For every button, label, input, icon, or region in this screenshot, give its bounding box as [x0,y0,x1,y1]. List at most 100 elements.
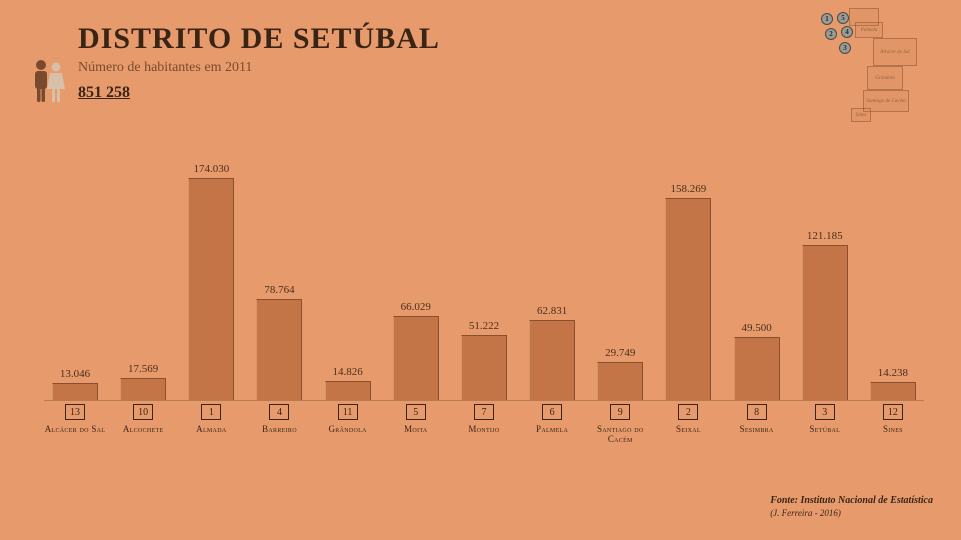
rank-badge: 12 [883,404,903,420]
bar-value-label: 17.569 [128,363,158,375]
bar-col: 51.222 [453,320,515,400]
bar-value-label: 29.749 [605,347,635,359]
minimap-region: Sines [851,108,871,122]
bar-col: 158.269 [657,183,719,400]
rank-box: 13 [44,404,106,420]
rank-row: 13 10 1 4 11 5 7 6 9 2 8 3 12 [44,404,924,420]
bar-label: Alcácer do Sal [44,424,106,445]
bar [734,337,780,400]
rank-badge: 6 [542,404,562,420]
people-icon [30,58,68,109]
district-minimap: PalmelaAlcácer do SalGrândolaSantiago do… [811,8,951,128]
bar-label: Barreiro [248,424,310,445]
bar-col: 49.500 [726,322,788,400]
bar-label: Sesimbra [726,424,788,445]
chart-baseline [44,400,924,401]
bar-value-label: 158.269 [671,183,707,195]
minimap-region: Palmela [855,22,883,38]
bar [870,382,916,400]
minimap-dot: 3 [839,42,851,54]
minimap-dot: 1 [821,13,833,25]
subtitle: Número de habitantes em 2011 [78,60,440,76]
bar-col: 14.238 [862,367,924,400]
minimap-region: Grândola [867,66,903,90]
bar-col: 29.749 [589,347,651,400]
bar-value-label: 174.030 [193,163,229,175]
rank-badge: 7 [474,404,494,420]
source: Fonte: Instituto Nacional de Estatística… [770,495,933,518]
rank-badge: 10 [133,404,153,420]
bar-value-label: 66.029 [401,301,431,313]
minimap-dot: 4 [841,26,853,38]
bar-value-label: 78.764 [264,284,294,296]
rank-box: 8 [726,404,788,420]
bar-value-label: 121.185 [807,230,843,242]
bar [529,320,575,400]
total-population: 851 258 [78,84,440,102]
rank-badge: 13 [65,404,85,420]
bar-value-label: 49.500 [741,322,771,334]
bar-col: 174.030 [180,163,242,400]
bar-label: Palmela [521,424,583,445]
rank-box: 11 [317,404,379,420]
rank-box: 3 [794,404,856,420]
population-bar-chart: 13.046 17.569 174.030 78.764 14.826 66.029 51.… [44,150,924,400]
rank-badge: 2 [678,404,698,420]
bar-col: 62.831 [521,305,583,400]
bar-label: Sines [862,424,924,445]
source-main: Fonte: Instituto Nacional de Estatística [770,495,933,506]
rank-box: 7 [453,404,515,420]
source-sub: (J. Ferreira - 2016) [770,508,933,518]
minimap-region: Alcácer do Sal [873,38,917,66]
bar-label: Grândola [317,424,379,445]
bar-value-label: 51.222 [469,320,499,332]
rank-badge: 11 [338,404,358,420]
bar-label: Seixal [657,424,719,445]
minimap-dot: 2 [825,28,837,40]
bar [188,178,234,400]
bar [256,299,302,400]
rank-box: 6 [521,404,583,420]
bar-value-label: 62.831 [537,305,567,317]
bar-label: Alcochete [112,424,174,445]
rank-box: 9 [589,404,651,420]
bar-value-label: 13.046 [60,368,90,380]
bar-value-label: 14.238 [878,367,908,379]
bar [120,378,166,400]
bar-label: Setúbal [794,424,856,445]
rank-badge: 5 [406,404,426,420]
rank-box: 12 [862,404,924,420]
bar [393,316,439,400]
rank-box: 5 [385,404,447,420]
bar-col: 78.764 [248,284,310,400]
bar-value-label: 14.826 [333,366,363,378]
page-title: DISTRITO DE SETÚBAL [78,22,440,56]
rank-badge: 4 [269,404,289,420]
bar-col: 121.185 [794,230,856,400]
rank-badge: 9 [610,404,630,420]
bar-label: Moita [385,424,447,445]
rank-box: 1 [180,404,242,420]
bar-label: Montijo [453,424,515,445]
rank-box: 10 [112,404,174,420]
rank-badge: 1 [201,404,221,420]
bar-label: Santiago do Cacém [589,424,651,445]
rank-box: 2 [657,404,719,420]
bar [665,198,711,400]
bar [802,245,848,400]
label-row: Alcácer do Sal Alcochete Almada Barreiro Grâ… [44,424,924,445]
minimap-dot: 5 [837,12,849,24]
rank-badge: 3 [815,404,835,420]
bar-col: 66.029 [385,301,447,400]
rank-badge: 8 [747,404,767,420]
bar [52,383,98,400]
header: DISTRITO DE SETÚBAL Número de habitantes… [78,22,440,102]
bar [597,362,643,400]
bar-col: 13.046 [44,368,106,400]
bar [461,335,507,400]
bar-label: Almada [180,424,242,445]
rank-box: 4 [248,404,310,420]
bar-col: 14.826 [317,366,379,400]
bar [325,381,371,400]
bar-col: 17.569 [112,363,174,400]
